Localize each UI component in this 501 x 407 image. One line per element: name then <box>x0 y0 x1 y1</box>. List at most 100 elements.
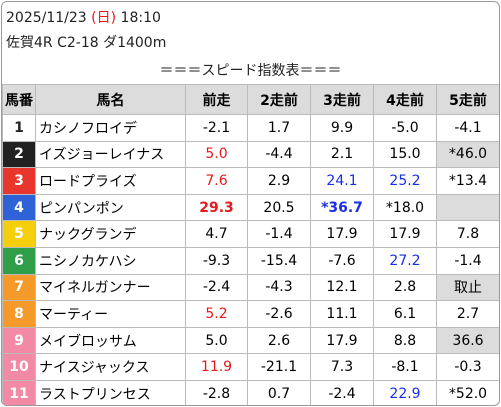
speed-index: -9.3 <box>185 246 248 275</box>
header-row: 馬番 馬名 前走 2走前 3走前 4走前 5走前 <box>2 84 499 115</box>
speed-index: 24.1 <box>310 167 374 195</box>
horse-row: 6 ニシノカケハシ -9.3 -15.4 -7.6 27.2 -1.4 <box>2 246 499 275</box>
speed-index: 17.9 <box>373 220 437 248</box>
weekday: (日) <box>91 10 117 26</box>
column-header: 4走前 <box>373 84 437 115</box>
post-number: 3 <box>2 167 36 195</box>
speed-index: -4.1 <box>436 114 499 142</box>
horse-name: ナックグランデ <box>35 220 186 248</box>
horse-name: カシノフロイデ <box>35 114 186 142</box>
column-header: 前走 <box>185 84 248 115</box>
speed-index: 36.6 <box>436 326 499 355</box>
speed-index <box>436 193 499 222</box>
post-number: 2 <box>2 140 36 169</box>
speed-index: 11.9 <box>185 353 248 381</box>
speed-index: -5.0 <box>373 114 437 142</box>
post-number: 6 <box>2 246 36 275</box>
post-number: 9 <box>2 326 36 355</box>
column-header: 馬番 <box>2 84 36 115</box>
column-header: 馬名 <box>35 84 186 115</box>
horse-row: 3 ロードプライズ 7.6 2.9 24.1 25.2 *13.4 <box>2 167 499 195</box>
speed-index: -15.4 <box>247 246 311 275</box>
speed-index: 7.6 <box>185 167 248 195</box>
horse-name: ラストプリンセス <box>35 379 186 405</box>
speed-index: -7.6 <box>310 246 374 275</box>
speed-index: 8.8 <box>373 326 437 355</box>
speed-index: 2.7 <box>436 300 499 328</box>
speed-index: 17.9 <box>310 326 374 355</box>
speed-index: -1.4 <box>247 220 311 248</box>
speed-index: -0.3 <box>436 353 499 381</box>
speed-index: 7.8 <box>436 220 499 248</box>
horse-row: 2 イズジョーレイナス 5.0 -4.4 2.1 15.0 *46.0 <box>2 140 499 169</box>
horse-name: メイブロッサム <box>35 326 186 355</box>
speed-index: -4.3 <box>247 273 311 302</box>
speed-index: 17.9 <box>310 220 374 248</box>
speed-index: 25.2 <box>373 167 437 195</box>
horse-row: 7 マイネルガンナー -2.4 -4.3 12.1 2.8 取止 <box>2 273 499 302</box>
speed-index: 11.1 <box>310 300 374 328</box>
post-number: 8 <box>2 300 36 328</box>
horse-row: 10 ナイスジャックス 11.9 -21.1 7.3 -8.1 -0.3 <box>2 353 499 381</box>
speed-index: -2.4 <box>185 273 248 302</box>
speed-index: 22.9 <box>373 379 437 405</box>
speed-index: 15.0 <box>373 140 437 169</box>
column-header: 5走前 <box>436 84 499 115</box>
speed-index: 2.1 <box>310 140 374 169</box>
speed-index: 1.7 <box>247 114 311 142</box>
speed-index: 2.9 <box>247 167 311 195</box>
time: 18:10 <box>120 10 161 26</box>
speed-index: 6.1 <box>373 300 437 328</box>
speed-index: -2.8 <box>185 379 248 405</box>
speed-index: -1.4 <box>436 246 499 275</box>
speed-index: -2.1 <box>185 114 248 142</box>
speed-index: 取止 <box>436 273 499 302</box>
table-title: ＝＝＝スピード指数表＝＝＝ <box>159 63 342 79</box>
speed-index: -4.4 <box>247 140 311 169</box>
post-number: 7 <box>2 273 36 302</box>
speed-index: -2.6 <box>247 300 311 328</box>
horse-name: ロードプライズ <box>35 167 186 195</box>
speed-index: *46.0 <box>436 140 499 169</box>
speed-index: -2.4 <box>310 379 374 405</box>
speed-index: -21.1 <box>247 353 311 381</box>
speed-index: 9.9 <box>310 114 374 142</box>
horse-row: 5 ナックグランデ 4.7 -1.4 17.9 17.9 7.8 <box>2 220 499 248</box>
speed-index: 7.3 <box>310 353 374 381</box>
horse-name: ニシノカケハシ <box>35 246 186 275</box>
horse-row: 1 カシノフロイデ -2.1 1.7 9.9 -5.0 -4.1 <box>2 114 499 142</box>
post-number: 4 <box>2 193 36 222</box>
horse-row: 11 ラストプリンセス -2.8 0.7 -2.4 22.9 *52.0 <box>2 379 499 405</box>
speed-index: 5.0 <box>185 140 248 169</box>
speed-index: 12.1 <box>310 273 374 302</box>
race-info: 佐賀4R C2-18 ダ1400m <box>6 35 167 51</box>
horse-row: 8 マーティー 5.2 -2.6 11.1 6.1 2.7 <box>2 300 499 328</box>
speed-index: *13.4 <box>436 167 499 195</box>
horse-name: マイネルガンナー <box>35 273 186 302</box>
post-number: 5 <box>2 220 36 248</box>
race-datetime: 2025/11/23 (日) 18:10 <box>6 7 161 27</box>
post-number: 1 <box>2 114 36 142</box>
speed-index: 0.7 <box>247 379 311 405</box>
horse-name: イズジョーレイナス <box>35 140 186 169</box>
speed-table: 馬番 馬名 前走 2走前 3走前 4走前 5走前 1 カシノフロイデ -2.1 1.7 9.9 -5.… <box>2 84 499 405</box>
horse-name: ナイスジャックス <box>35 353 186 381</box>
speed-index: 5.2 <box>185 300 248 328</box>
column-header: 3走前 <box>310 84 374 115</box>
speed-index: -8.1 <box>373 353 437 381</box>
post-number: 11 <box>2 379 36 405</box>
speed-index: 20.5 <box>247 193 311 222</box>
speed-index: *18.0 <box>373 193 437 222</box>
speed-index: 27.2 <box>373 246 437 275</box>
speed-index: 29.3 <box>185 193 248 222</box>
post-number: 10 <box>2 353 36 381</box>
horse-name: マーティー <box>35 300 186 328</box>
speed-index: 2.8 <box>373 273 437 302</box>
speed-index: *52.0 <box>436 379 499 405</box>
speed-index: *36.7 <box>310 193 374 222</box>
speed-index: 4.7 <box>185 220 248 248</box>
horse-row: 9 メイブロッサム 5.0 2.6 17.9 8.8 36.6 <box>2 326 499 355</box>
horse-name: ピンパンポン <box>35 193 186 222</box>
speed-index: 2.6 <box>247 326 311 355</box>
